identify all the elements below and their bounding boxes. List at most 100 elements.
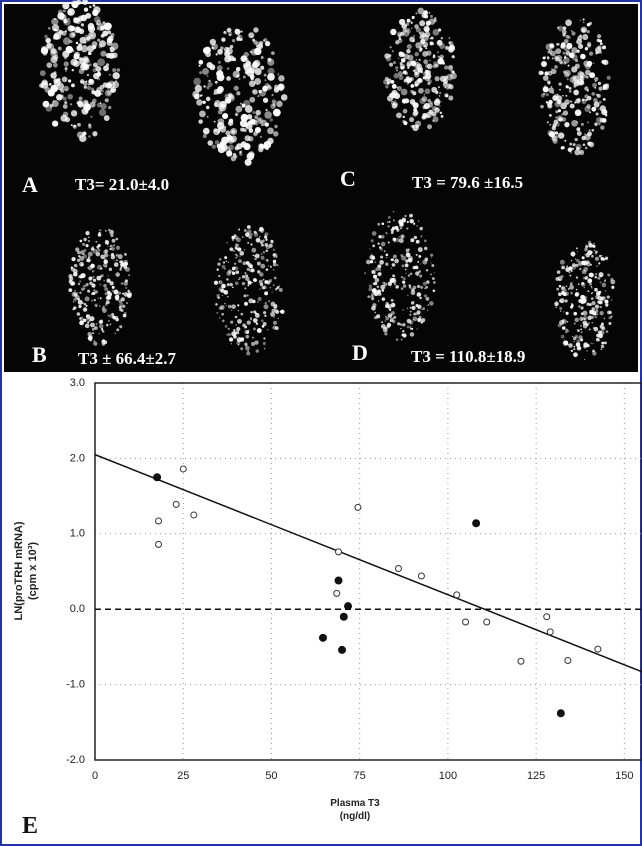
speckle bbox=[561, 290, 565, 295]
speckle bbox=[443, 65, 449, 70]
speckle bbox=[128, 274, 131, 277]
speckle bbox=[557, 25, 564, 32]
speckle bbox=[44, 34, 48, 39]
speckle bbox=[427, 102, 434, 108]
data-point bbox=[517, 657, 525, 665]
speckle bbox=[260, 65, 265, 70]
speckle bbox=[371, 269, 376, 275]
speckle bbox=[556, 270, 561, 274]
speckle bbox=[77, 101, 84, 108]
speckle bbox=[398, 75, 404, 81]
speckle bbox=[113, 244, 116, 247]
speckle bbox=[597, 330, 603, 335]
speckle bbox=[91, 327, 95, 331]
speckle bbox=[422, 50, 428, 57]
speckle bbox=[596, 313, 599, 315]
speckle bbox=[259, 226, 264, 232]
speckle bbox=[575, 288, 578, 291]
speckle bbox=[572, 335, 574, 338]
speckle bbox=[78, 96, 83, 101]
speckle bbox=[604, 299, 609, 304]
speckle bbox=[551, 57, 554, 60]
speckle bbox=[591, 254, 594, 258]
data-point bbox=[155, 540, 163, 548]
speckle bbox=[439, 43, 446, 49]
speckle bbox=[430, 273, 432, 276]
speckle bbox=[216, 311, 219, 314]
speckle bbox=[228, 55, 235, 62]
speckle bbox=[253, 310, 257, 314]
speckle bbox=[72, 301, 75, 303]
speckle bbox=[79, 261, 84, 267]
speckle bbox=[402, 276, 406, 281]
speckle bbox=[106, 290, 111, 295]
speckle bbox=[95, 65, 101, 72]
speckle bbox=[262, 85, 268, 92]
speckle bbox=[568, 86, 572, 90]
speckle bbox=[578, 299, 582, 303]
speckle bbox=[90, 115, 93, 118]
speckle bbox=[418, 87, 424, 94]
speckle bbox=[588, 129, 591, 132]
speckle bbox=[246, 320, 251, 325]
speckle bbox=[591, 92, 596, 96]
speckle bbox=[105, 265, 107, 268]
speckle bbox=[449, 44, 455, 50]
speckle bbox=[404, 263, 409, 268]
speckle bbox=[260, 124, 264, 127]
speckle bbox=[226, 76, 231, 81]
speckle bbox=[571, 263, 576, 267]
speckle bbox=[403, 78, 408, 83]
speckle bbox=[603, 317, 606, 320]
speckle bbox=[95, 240, 98, 243]
speckle bbox=[226, 333, 229, 336]
speckle bbox=[604, 279, 607, 281]
speckle bbox=[108, 73, 111, 76]
speckle bbox=[52, 37, 55, 40]
speckle bbox=[73, 271, 78, 277]
speckle bbox=[117, 254, 123, 260]
speckle bbox=[115, 255, 118, 257]
speckle bbox=[601, 341, 605, 345]
data-point bbox=[344, 602, 353, 611]
speckle bbox=[414, 51, 419, 57]
speckle bbox=[243, 248, 246, 251]
speckle bbox=[114, 332, 117, 335]
speckle bbox=[377, 289, 381, 294]
speckle bbox=[431, 264, 435, 267]
speckle bbox=[76, 258, 81, 263]
speckle bbox=[79, 276, 83, 279]
speckle bbox=[594, 86, 597, 89]
speckle bbox=[69, 276, 74, 282]
speckle bbox=[254, 257, 257, 261]
speckle bbox=[235, 324, 237, 326]
speckle bbox=[566, 78, 569, 81]
speckle bbox=[277, 317, 279, 319]
speckle bbox=[97, 38, 101, 42]
speckle bbox=[413, 235, 418, 240]
speckle bbox=[373, 281, 378, 286]
speckle bbox=[573, 255, 575, 258]
speckle bbox=[426, 280, 430, 284]
speckle bbox=[423, 59, 428, 65]
speckle bbox=[264, 291, 269, 296]
speckle bbox=[68, 79, 72, 83]
speckle bbox=[442, 59, 445, 62]
speckle bbox=[418, 315, 422, 319]
speckle bbox=[392, 237, 397, 242]
speckle bbox=[227, 136, 235, 144]
speckle bbox=[118, 305, 122, 309]
speckle bbox=[377, 222, 381, 226]
speckle bbox=[415, 27, 421, 33]
speckle bbox=[253, 132, 258, 137]
speckle bbox=[413, 110, 419, 116]
speckle bbox=[381, 324, 386, 329]
speckle bbox=[598, 262, 601, 265]
speckle bbox=[71, 41, 73, 43]
speckle bbox=[392, 254, 397, 259]
speckle bbox=[79, 320, 84, 326]
speckle bbox=[259, 282, 264, 287]
data-point bbox=[335, 548, 343, 556]
speckle bbox=[404, 214, 407, 218]
speckle bbox=[244, 329, 249, 335]
